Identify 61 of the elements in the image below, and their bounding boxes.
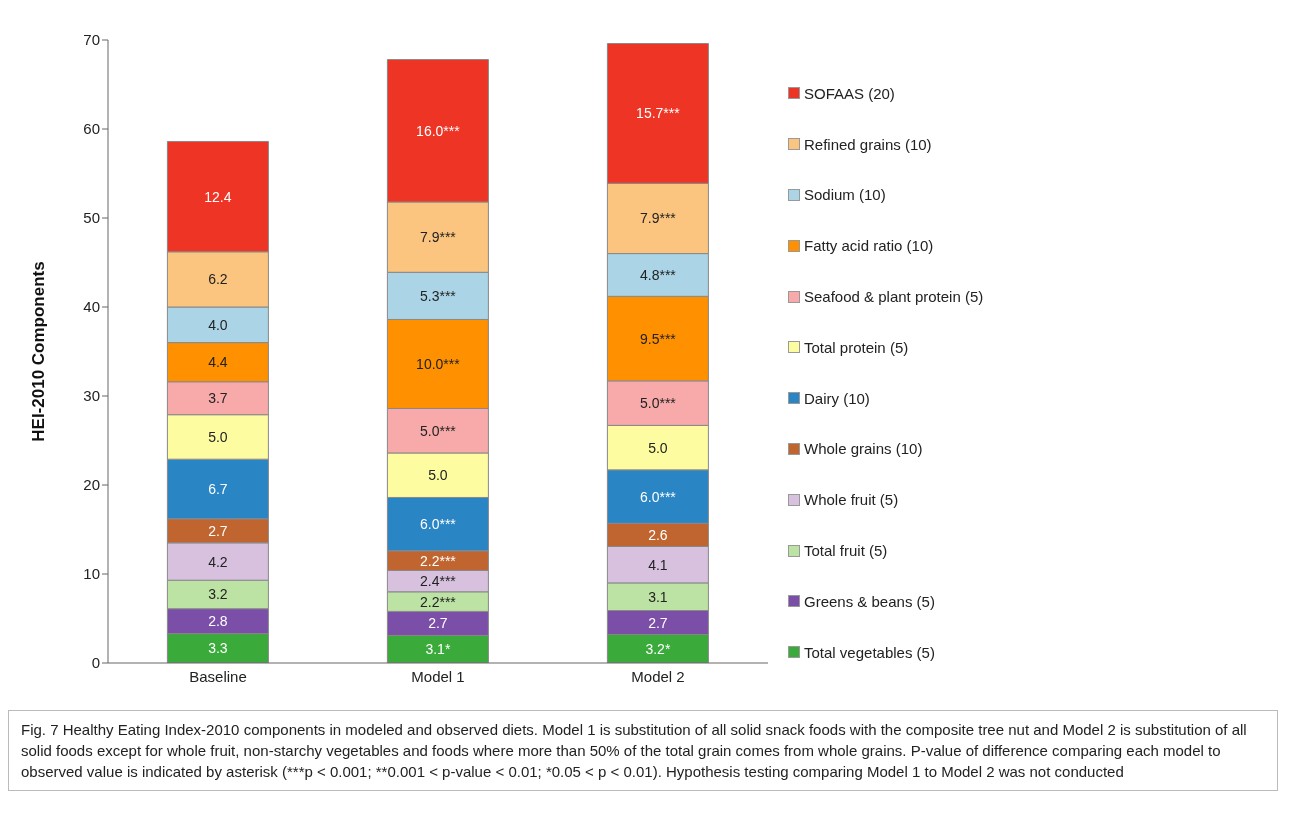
data-label: 2.2*** (419, 593, 457, 610)
legend-label: Total protein (5) (804, 338, 909, 356)
legend-label: Dairy (10) (804, 389, 870, 407)
data-label: 2.2*** (419, 552, 457, 569)
data-label: 4.4 (208, 354, 228, 371)
data-label: 6.0*** (639, 488, 677, 505)
legend-label: Greens & beans (5) (804, 592, 935, 610)
x-tick-label: Baseline (189, 667, 247, 685)
caption: Fig. 7 Healthy Eating Index-2010 components in modeled and observed diets. Model 1 is substitution of all solid snack foods with the composite tree nut and Model 2 is substitution of all solid foods except for whole fruit, non-starchy vegetables and foods where more than 50% of the total grain comes from whole grains. P-value of difference comparing each model to observed value is indicated by asterisk (***p < 0.001; **0.001 < p-value < 0.01; *0.05 < p < 0.01). Hypothesis testing comparing Model 1 to Model 2 was not conducted (8, 710, 1278, 791)
x-tick-label: Model 1 (411, 667, 465, 685)
data-label: 4.8*** (639, 266, 677, 283)
y-tick-label: 60 (83, 120, 100, 138)
data-label: 2.4*** (419, 573, 457, 590)
legend-label: Seafood & plant protein (5) (804, 288, 984, 306)
data-label: 5.0*** (419, 422, 457, 439)
data-label: 6.0*** (419, 516, 457, 533)
y-tick-label: 10 (83, 565, 100, 583)
x-tick-label: Model 2 (631, 667, 685, 685)
data-label: 2.8 (208, 613, 228, 630)
data-label: 2.7 (648, 614, 668, 631)
legend-label: Refined grains (10) (804, 135, 932, 153)
y-tick-label: 0 (91, 654, 100, 672)
y-tick-label: 70 (83, 31, 100, 49)
data-label: 9.5*** (639, 330, 677, 347)
data-label: 2.6 (648, 526, 668, 543)
data-label: 5.0*** (639, 395, 677, 412)
data-label: 2.7 (208, 522, 228, 539)
legend-label: Whole fruit (5) (804, 491, 899, 509)
data-label: 15.7*** (636, 105, 681, 122)
legend-label: SOFAAS (20) (804, 84, 895, 102)
y-tick-label: 40 (83, 298, 100, 316)
data-label: 6.7 (208, 481, 228, 498)
data-label: 5.0 (208, 428, 228, 445)
legend-label: Total fruit (5) (804, 542, 888, 560)
data-label: 3.1* (425, 641, 451, 658)
data-label: 3.2 (208, 586, 228, 603)
data-label: 3.7 (208, 390, 228, 407)
data-label: 16.0*** (416, 122, 461, 139)
legend-label: Sodium (10) (804, 186, 886, 204)
data-label: 4.1 (648, 556, 668, 573)
legend-label: Total vegetables (5) (804, 643, 935, 661)
data-label: 10.0*** (416, 355, 461, 372)
data-label: 5.0 (428, 467, 448, 484)
data-label: 7.9*** (639, 210, 677, 227)
y-tick-label: 50 (83, 209, 100, 227)
data-label: 5.3*** (419, 287, 457, 304)
data-label: 6.2 (208, 271, 228, 288)
y-tick-label: 30 (83, 387, 100, 405)
legend-label: Whole grains (10) (804, 440, 923, 458)
data-label: 3.2* (645, 640, 671, 657)
data-label: 3.1 (648, 588, 668, 605)
data-label: 4.2 (208, 553, 228, 570)
data-label: 2.7 (428, 615, 448, 632)
data-label: 4.0 (208, 316, 228, 333)
legend-label: Fatty acid ratio (10) (804, 237, 934, 255)
y-axis-title: HEI-2010 Components (29, 261, 49, 442)
data-label: 7.9*** (419, 229, 457, 246)
data-label: 3.3 (208, 640, 228, 657)
y-tick-label: 20 (83, 476, 100, 494)
data-label: 5.0 (648, 439, 668, 456)
data-label: 12.4 (204, 188, 232, 205)
